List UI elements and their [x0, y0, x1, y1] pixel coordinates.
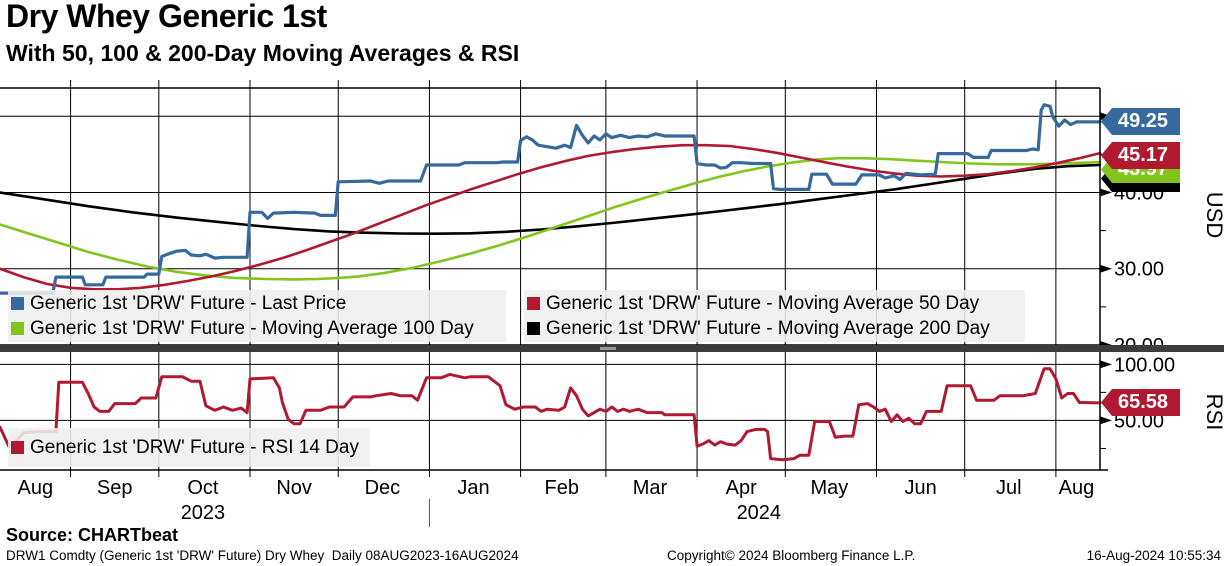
panel-splitter[interactable] — [0, 345, 1224, 352]
splitter-grip-icon — [600, 347, 616, 350]
month-label: Apr — [726, 477, 757, 499]
tick-arrow-icon — [1100, 416, 1112, 425]
legend-label: Generic 1st 'DRW' Future - Last Price — [30, 292, 347, 314]
y-tick-label: 100.00 — [1114, 354, 1175, 376]
month-label: Sep — [97, 477, 133, 499]
rsi-swatch — [11, 441, 24, 454]
legend-label: Generic 1st 'DRW' Future - Moving Averag… — [546, 317, 990, 339]
month-label: Jan — [457, 477, 489, 499]
timestamp: 16-Aug-2024 10:55:34 — [1086, 548, 1221, 563]
ma50-badge: 45.17 — [1101, 142, 1180, 169]
legend-label: Generic 1st 'DRW' Future - Moving Averag… — [546, 292, 980, 314]
month-label: Nov — [276, 477, 312, 499]
usd-axis-unit: USD — [1202, 192, 1224, 238]
month-label: Oct — [187, 477, 219, 499]
month-label: May — [811, 477, 849, 499]
price-series-line — [0, 156, 1102, 281]
month-label: Aug — [1059, 477, 1095, 499]
copyright-notice: Copyright© 2024 Bloomberg Finance L.P. — [667, 548, 916, 563]
last-price-swatch — [11, 297, 24, 310]
ma200-swatch — [527, 322, 540, 335]
legend-label: Generic 1st 'DRW' Future - Moving Averag… — [30, 317, 474, 339]
rsi-series-line — [0, 367, 1102, 462]
rsi-badge: 65.58 — [1101, 389, 1180, 416]
chart-title: Dry Whey Generic 1st — [6, 0, 327, 34]
month-label: Feb — [545, 477, 579, 499]
month-label: Aug — [17, 477, 53, 499]
year-label: 2024 — [737, 502, 782, 524]
y-tick-label: 30.00 — [1114, 259, 1164, 281]
legend-item-ma200[interactable]: Generic 1st 'DRW' Future - Moving Averag… — [524, 316, 1025, 341]
legend-main-left: Generic 1st 'DRW' Future - Last Price Ge… — [8, 290, 506, 342]
ma50-swatch — [527, 297, 540, 310]
chart-subtitle: With 50, 100 & 200-Day Moving Averages &… — [6, 40, 520, 66]
legend-item-ma100[interactable]: Generic 1st 'DRW' Future - Moving Averag… — [8, 316, 506, 341]
legend-label: Generic 1st 'DRW' Future - RSI 14 Day — [30, 436, 359, 458]
legend-rsi: Generic 1st 'DRW' Future - RSI 14 Day — [8, 428, 370, 467]
year-label: 2023 — [181, 502, 226, 524]
legend-item-rsi[interactable]: Generic 1st 'DRW' Future - RSI 14 Day — [8, 435, 359, 460]
price-series-line — [0, 103, 1102, 295]
legend-item-ma50[interactable]: Generic 1st 'DRW' Future - Moving Averag… — [524, 291, 1025, 316]
legend-main-right: Generic 1st 'DRW' Future - Moving Averag… — [524, 290, 1025, 342]
month-label: Jun — [904, 477, 936, 499]
legend-item-last-price[interactable]: Generic 1st 'DRW' Future - Last Price — [8, 291, 506, 316]
month-label: Jul — [996, 477, 1022, 499]
tick-arrow-icon — [1100, 188, 1112, 197]
price-series-line — [0, 163, 1102, 235]
month-label: Mar — [633, 477, 668, 499]
last-price-badge: 49.25 — [1101, 108, 1180, 135]
tick-arrow-icon — [1100, 360, 1112, 369]
tick-arrow-icon — [1100, 264, 1112, 273]
month-label: Dec — [365, 477, 401, 499]
source-label: Source: CHARTbeat — [6, 525, 179, 545]
security-description: DRW1 Comdty (Generic 1st 'DRW' Future) D… — [6, 548, 519, 563]
rsi-axis-unit: RSI — [1202, 394, 1224, 431]
ma100-swatch — [11, 322, 24, 335]
